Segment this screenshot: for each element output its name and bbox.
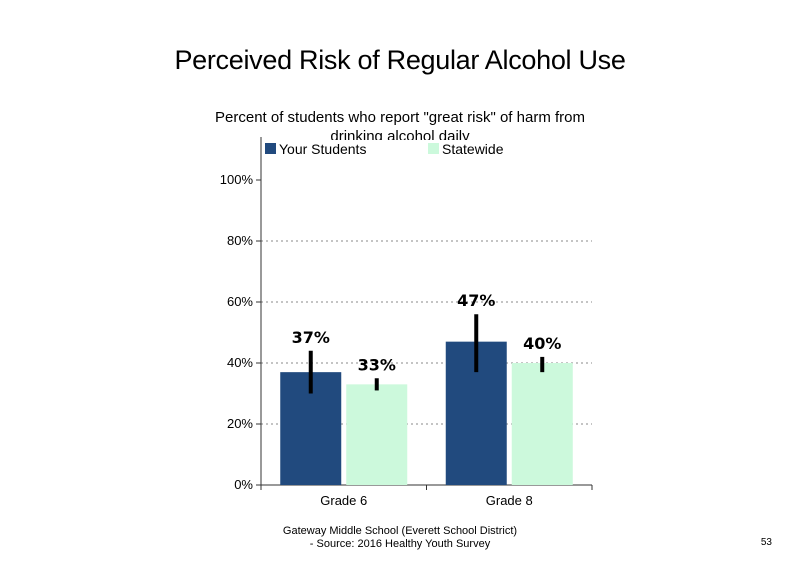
y-tick-label: 60% (227, 294, 253, 309)
footer-line-1: Gateway Middle School (Everett School Di… (282, 525, 518, 537)
x-tick-label: Grade 8 (486, 493, 533, 508)
bar (346, 384, 408, 485)
y-tick-label: 80% (227, 233, 253, 248)
legend-swatch (428, 143, 439, 154)
data-label: 47% (457, 291, 495, 310)
chart-title: Perceived Risk of Regular Alcohol Use (174, 45, 626, 75)
data-label: 37% (292, 328, 330, 347)
y-tick-label: 40% (227, 355, 253, 370)
legend-label: Statewide (442, 141, 504, 157)
page-number: 53 (760, 537, 772, 548)
source-footer: Gateway Middle School (Everett School Di… (250, 525, 550, 551)
footer-line-2: - Source: 2016 Healthy Youth Survey (309, 538, 491, 550)
y-tick-label: 20% (227, 416, 253, 431)
y-tick-label: 0% (234, 477, 253, 492)
bar (511, 363, 573, 485)
data-label: 33% (358, 355, 396, 374)
chart-subtitle: Percent of students who report "great ri… (215, 109, 585, 140)
y-tick-label: 100% (220, 172, 254, 187)
data-label: 40% (523, 334, 561, 353)
legend-swatch (265, 143, 276, 154)
legend-label: Your Students (279, 141, 366, 157)
x-tick-label: Grade 6 (320, 493, 367, 508)
